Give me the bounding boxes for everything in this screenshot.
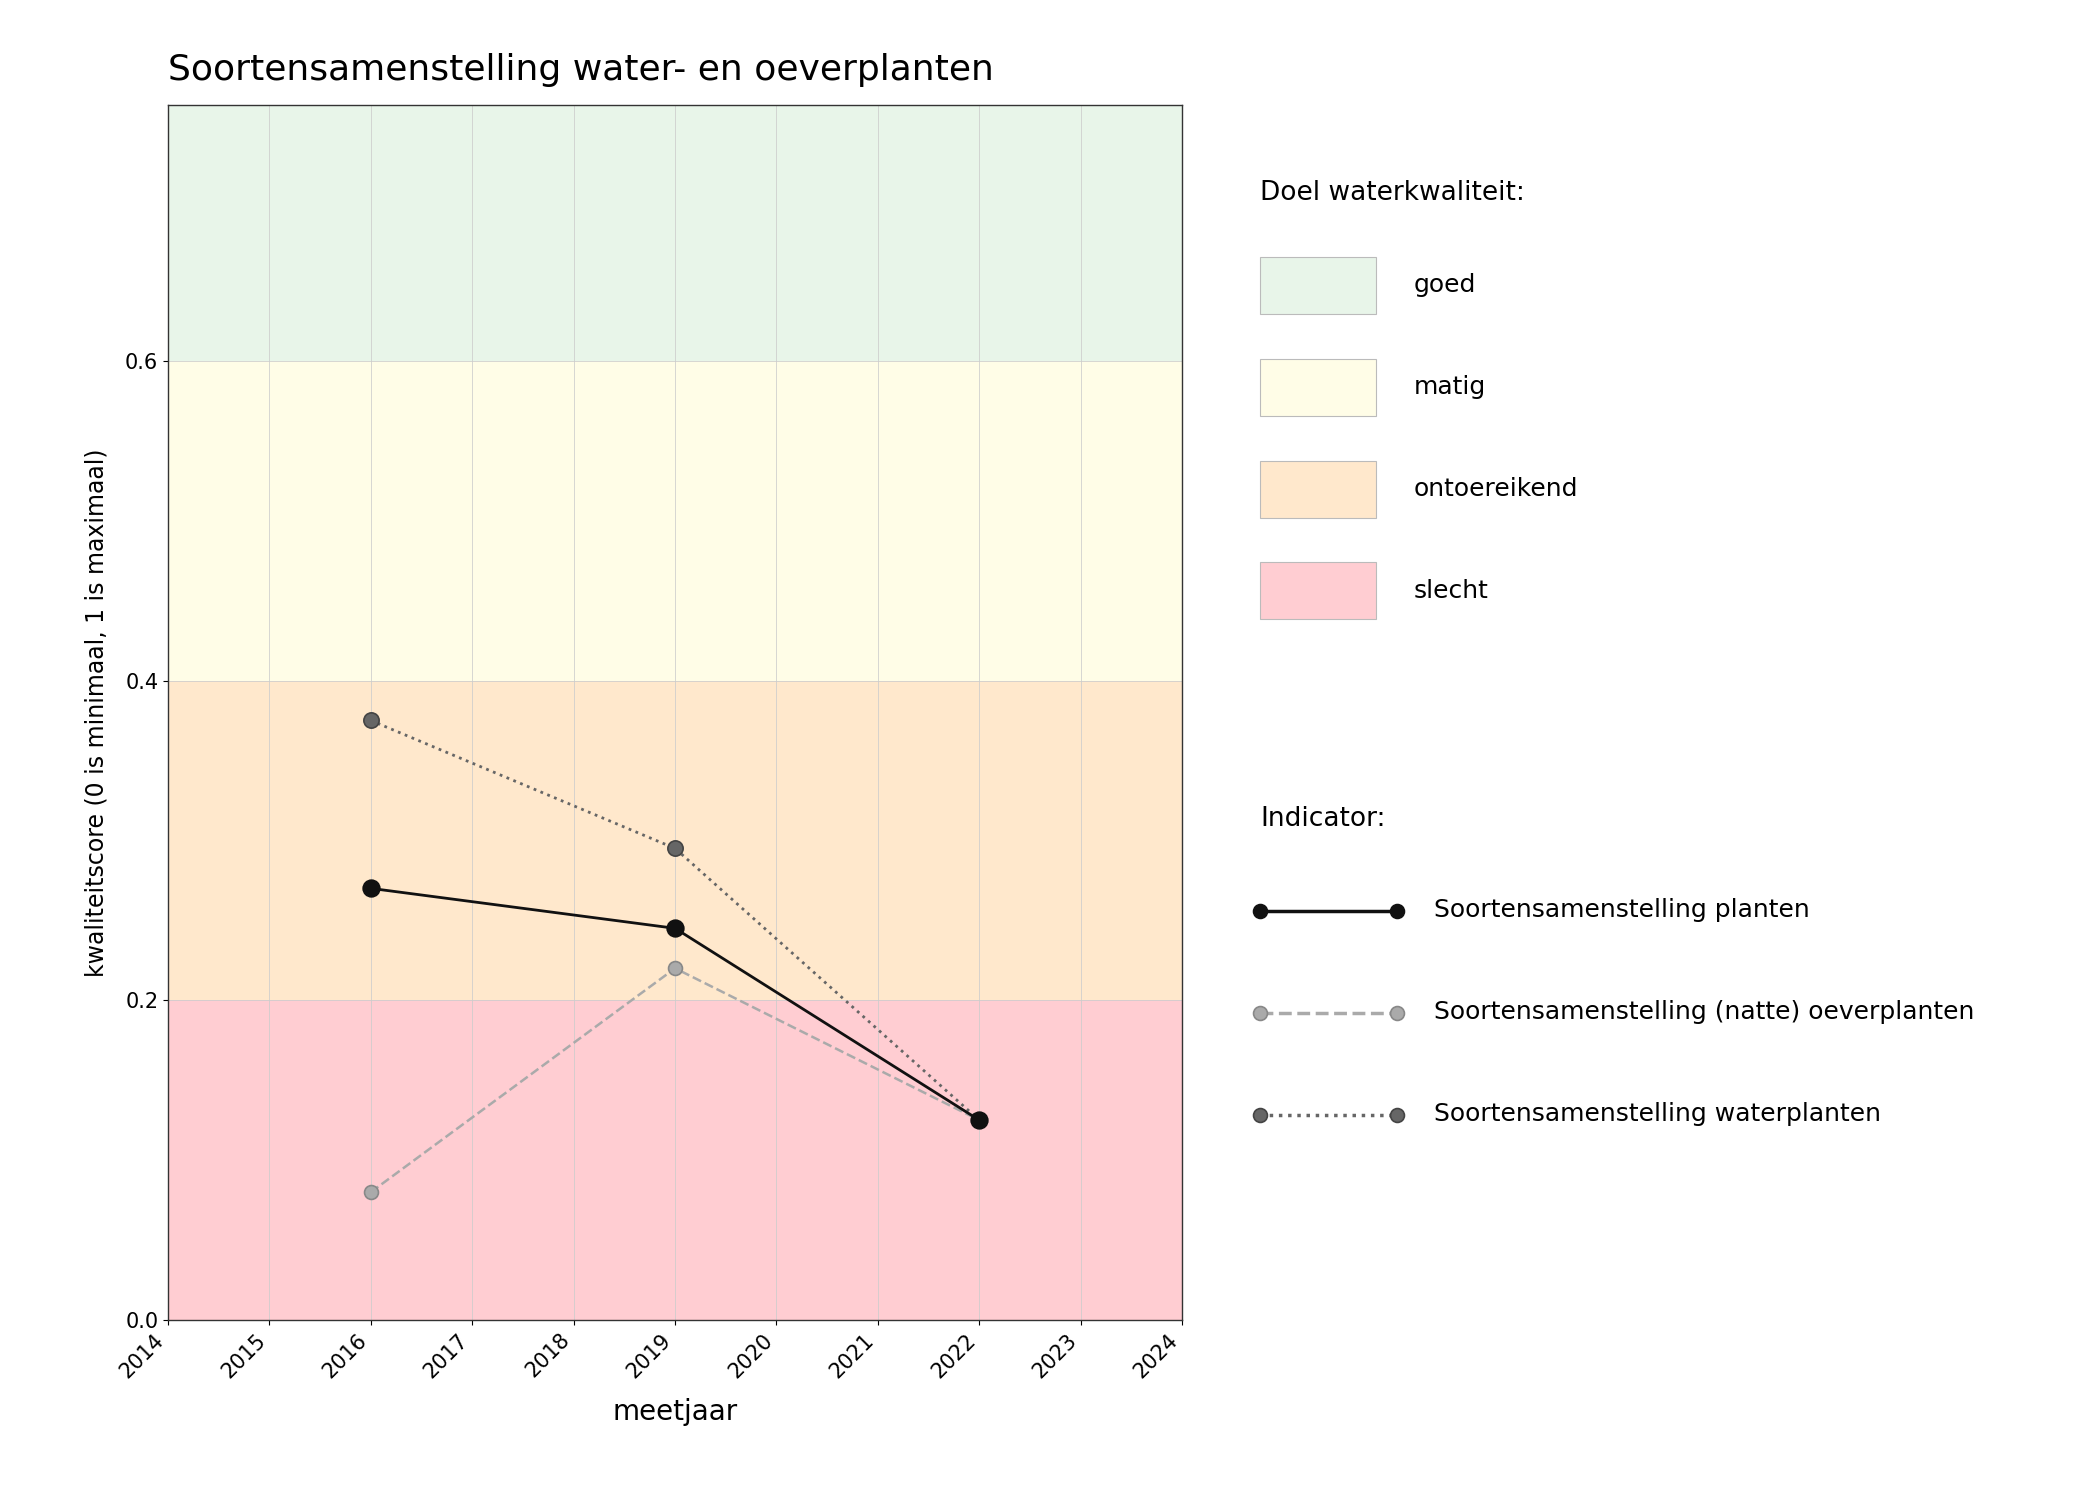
- Bar: [168, 1000, 1182, 1320]
- Bar: [168, 362, 1182, 681]
- Text: Soortensamenstelling planten: Soortensamenstelling planten: [1434, 898, 1810, 922]
- Y-axis label: kwaliteitscore (0 is minimaal, 1 is maximaal): kwaliteitscore (0 is minimaal, 1 is maxi…: [84, 448, 109, 976]
- Text: Indicator:: Indicator:: [1260, 806, 1386, 831]
- Text: ontoereikend: ontoereikend: [1413, 477, 1577, 501]
- Text: Soortensamenstelling waterplanten: Soortensamenstelling waterplanten: [1434, 1102, 1882, 1126]
- Text: Soortensamenstelling water- en oeverplanten: Soortensamenstelling water- en oeverplan…: [168, 53, 993, 87]
- Text: slecht: slecht: [1413, 579, 1489, 603]
- Text: Soortensamenstelling (natte) oeverplanten: Soortensamenstelling (natte) oeverplante…: [1434, 1000, 1974, 1024]
- Text: Doel waterkwaliteit:: Doel waterkwaliteit:: [1260, 180, 1525, 206]
- Bar: [168, 105, 1182, 362]
- Text: goed: goed: [1413, 273, 1476, 297]
- X-axis label: meetjaar: meetjaar: [613, 1398, 737, 1426]
- Text: matig: matig: [1413, 375, 1485, 399]
- Bar: [168, 681, 1182, 1000]
